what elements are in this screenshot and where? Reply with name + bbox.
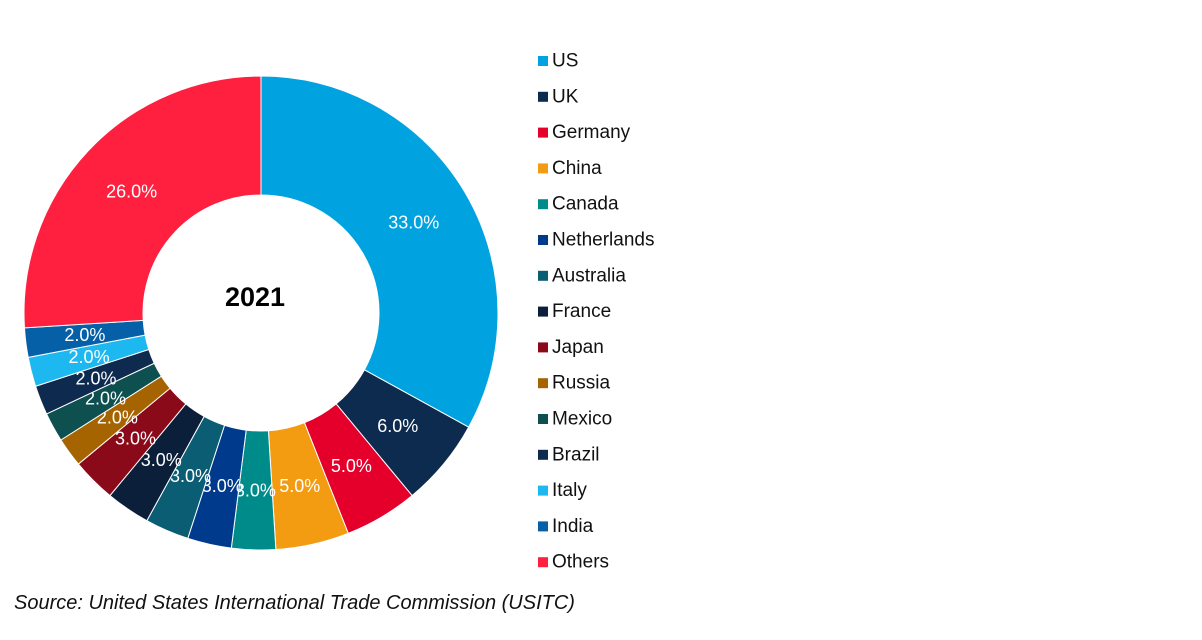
data-label-russia: 2.0% — [97, 407, 138, 427]
data-label-italy: 2.0% — [69, 347, 110, 367]
legend-label-brazil: Brazil — [552, 444, 600, 465]
legend-label-australia: Australia — [552, 265, 626, 286]
source-note: Source: United States International Trad… — [14, 592, 575, 614]
data-label-others: 26.0% — [106, 181, 157, 201]
legend-swatch-us — [538, 56, 548, 66]
legend-swatch-australia — [538, 270, 548, 281]
legend-swatch-uk — [538, 91, 548, 102]
legend-swatch-italy — [538, 485, 548, 496]
legend-label-mexico: Mexico — [552, 409, 612, 430]
legend-label-russia: Russia — [552, 373, 611, 394]
legend-label-china: China — [552, 158, 602, 179]
data-label-india: 2.0% — [64, 325, 105, 345]
data-label-japan: 3.0% — [115, 429, 156, 449]
data-label-france: 3.0% — [141, 450, 182, 470]
data-label-australia: 3.0% — [170, 466, 211, 486]
data-label-us: 33.0% — [388, 213, 439, 233]
data-label-uk: 6.0% — [377, 416, 418, 436]
legend-swatch-china — [538, 163, 548, 174]
legend-swatch-germany — [538, 127, 548, 138]
legend-swatch-others — [538, 557, 548, 568]
legend-swatch-japan — [538, 342, 548, 353]
legend-label-uk: UK — [552, 86, 579, 107]
legend-swatch-france — [538, 306, 548, 317]
legend-swatch-russia — [538, 378, 548, 389]
legend-label-us: US — [552, 51, 578, 72]
donut-slice-us — [260, 75, 499, 428]
legend-label-india: India — [552, 516, 594, 537]
legend-label-others: Others — [552, 552, 609, 573]
legend-label-germany: Germany — [552, 122, 631, 143]
data-label-canada: 3.0% — [235, 480, 276, 500]
legend-swatch-canada — [538, 199, 548, 210]
legend-swatch-netherlands — [538, 235, 548, 245]
data-label-germany: 5.0% — [331, 456, 372, 476]
data-label-brazil: 2.0% — [75, 368, 116, 388]
data-label-netherlands: 3.0% — [202, 476, 243, 496]
legend-swatch-mexico — [538, 414, 548, 424]
legend-label-japan: Japan — [552, 337, 604, 358]
center-label: 2021 — [225, 282, 285, 312]
data-label-mexico: 2.0% — [85, 389, 126, 409]
data-label-china: 5.0% — [279, 476, 320, 496]
legend-label-canada: Canada — [552, 194, 619, 215]
legend-swatch-india — [538, 521, 548, 532]
legend-label-italy: Italy — [552, 480, 587, 501]
legend-swatch-brazil — [538, 449, 548, 460]
donut-slice-others — [23, 75, 262, 329]
legend-label-france: France — [552, 301, 611, 322]
legend-label-netherlands: Netherlands — [552, 230, 654, 251]
